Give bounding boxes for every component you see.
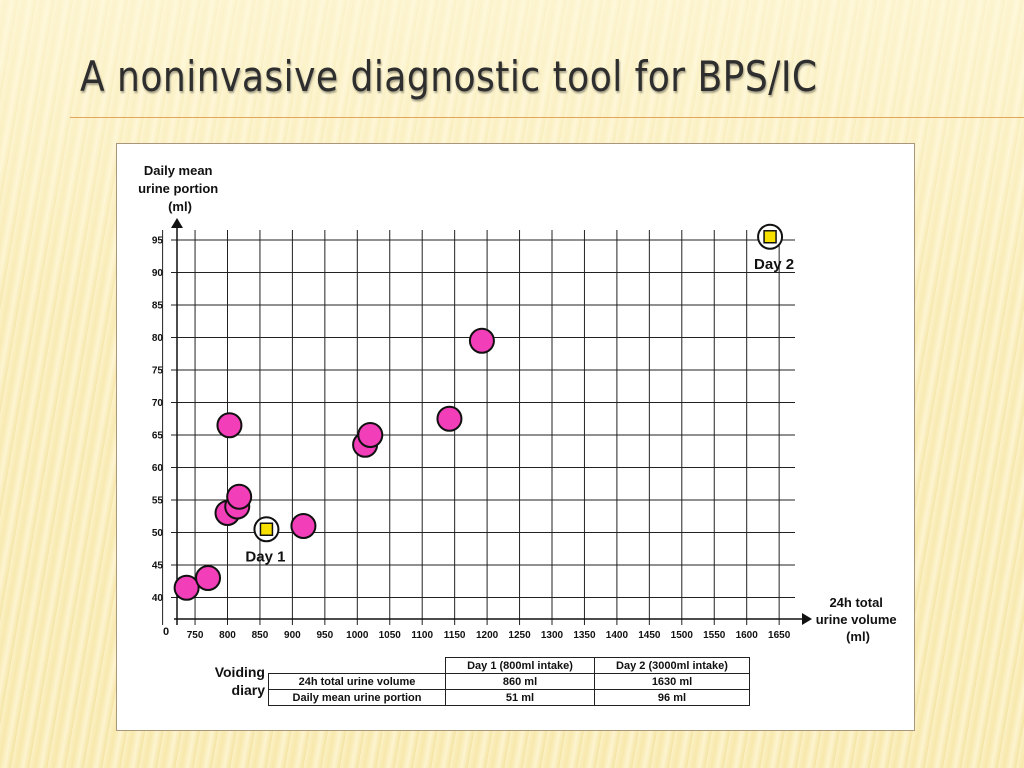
x-tick-label: 1100 — [411, 630, 433, 641]
highlight-markers: Day 1 Day 2 — [245, 223, 794, 565]
diary-cell: 1630 ml — [594, 673, 750, 690]
voiding-diary-table: Day 1 (800ml intake) Day 2 (3000ml intak… — [268, 657, 750, 706]
diary-header-cell — [268, 657, 446, 674]
y-tick-label: 75 — [152, 366, 164, 377]
x-axis-title-line: (ml) — [846, 629, 870, 644]
y-tick-label: 60 — [152, 463, 164, 474]
data-point — [290, 513, 317, 539]
y-tick-label: 70 — [152, 398, 164, 409]
highlight-label: Day 2 — [754, 256, 794, 273]
y-tick-label: 65 — [152, 431, 164, 442]
x-axis-arrow — [802, 613, 812, 625]
voiding-diary-label: Voiding diary — [173, 663, 265, 699]
x-tick-label: 1550 — [703, 630, 726, 641]
highlight-square — [763, 230, 777, 244]
slide-title: A noninvasive diagnostic tool for BPS/IC — [80, 52, 818, 101]
diary-cell: 860 ml — [445, 673, 595, 690]
diary-cell: 24h total urine volume — [268, 673, 446, 690]
y-tick-label: 40 — [152, 593, 164, 604]
y-axis-arrow — [171, 218, 183, 228]
highlight-label: Day 1 — [245, 548, 285, 565]
x-tick-label: 1150 — [444, 630, 466, 641]
x-tick-label: 950 — [317, 630, 334, 641]
data-point — [436, 405, 463, 432]
x-tick-label: 1600 — [736, 630, 759, 641]
x-tick-label: 1500 — [671, 630, 694, 641]
y-tick-label: 45 — [152, 561, 164, 572]
y-tick-labels: 40 45 50 55 60 65 70 75 80 85 90 95 — [152, 236, 164, 605]
origin-label: 0 — [163, 626, 169, 638]
voiding-diary-label-line: Voiding — [214, 664, 265, 680]
x-axis-title-line: urine volume — [816, 612, 897, 627]
diary-header-cell: Day 1 (800ml intake) — [445, 657, 595, 674]
x-tick-label: 1250 — [508, 630, 531, 641]
data-point — [226, 483, 253, 510]
y-axis-title-line: (ml) — [168, 199, 192, 214]
chart-grid — [162, 230, 795, 625]
y-tick-label: 55 — [152, 496, 164, 507]
y-tick-label: 90 — [152, 268, 164, 279]
y-tick-label: 95 — [152, 236, 164, 247]
x-tick-label: 850 — [252, 630, 269, 641]
diary-row: Daily mean urine portion 51 ml 96 ml — [268, 689, 750, 706]
voiding-diary-label-line: diary — [231, 682, 265, 698]
x-tick-label: 1350 — [573, 630, 596, 641]
scatter-chart: 750 800 850 900 950 1000 1050 1100 1150 1200 1250 1… — [138, 163, 901, 644]
x-tick-label: 1050 — [379, 630, 402, 641]
diary-row: 24h total urine volume 860 ml 1630 ml — [268, 673, 750, 690]
x-axis-title-line: 24h total — [829, 595, 882, 610]
x-tick-label: 1400 — [606, 630, 629, 641]
x-tick-label: 900 — [284, 630, 301, 641]
y-axis-title-line: Daily mean — [144, 163, 213, 178]
y-tick-label: 85 — [152, 301, 164, 312]
data-point — [357, 422, 384, 448]
diary-cell: 96 ml — [594, 689, 750, 706]
x-tick-label: 750 — [187, 630, 204, 641]
diary-cell: 51 ml — [445, 689, 595, 706]
figure-panel: 750 800 850 900 950 1000 1050 1100 1150 1200 1250 1… — [116, 143, 915, 731]
diary-header-row: Day 1 (800ml intake) Day 2 (3000ml intak… — [268, 657, 750, 674]
y-tick-label: 80 — [152, 333, 164, 344]
x-tick-label: 1650 — [768, 630, 791, 641]
x-tick-label: 1300 — [541, 630, 564, 641]
data-points — [173, 327, 495, 601]
diary-cell: Daily mean urine portion — [268, 689, 446, 706]
x-tick-label: 1000 — [346, 630, 369, 641]
x-tick-labels: 750 800 850 900 950 1000 1050 1100 1150 1200 1250 1… — [187, 630, 791, 641]
chart-axes — [171, 218, 812, 625]
y-axis-title-line: urine portion — [138, 181, 218, 196]
y-tick-label: 50 — [152, 528, 164, 539]
x-axis-title: 24h total urine volume (ml) — [816, 595, 901, 644]
data-point — [216, 412, 243, 439]
data-point — [173, 574, 200, 601]
highlight-square — [259, 522, 274, 536]
data-point — [468, 327, 495, 354]
x-tick-label: 1450 — [638, 630, 661, 641]
title-divider — [70, 117, 1024, 118]
x-tick-label: 1200 — [476, 630, 499, 641]
data-point — [195, 565, 222, 591]
y-axis-title: Daily mean urine portion (ml) — [138, 163, 222, 214]
x-tick-label: 800 — [219, 630, 236, 641]
diary-header-cell: Day 2 (3000ml intake) — [594, 657, 750, 674]
